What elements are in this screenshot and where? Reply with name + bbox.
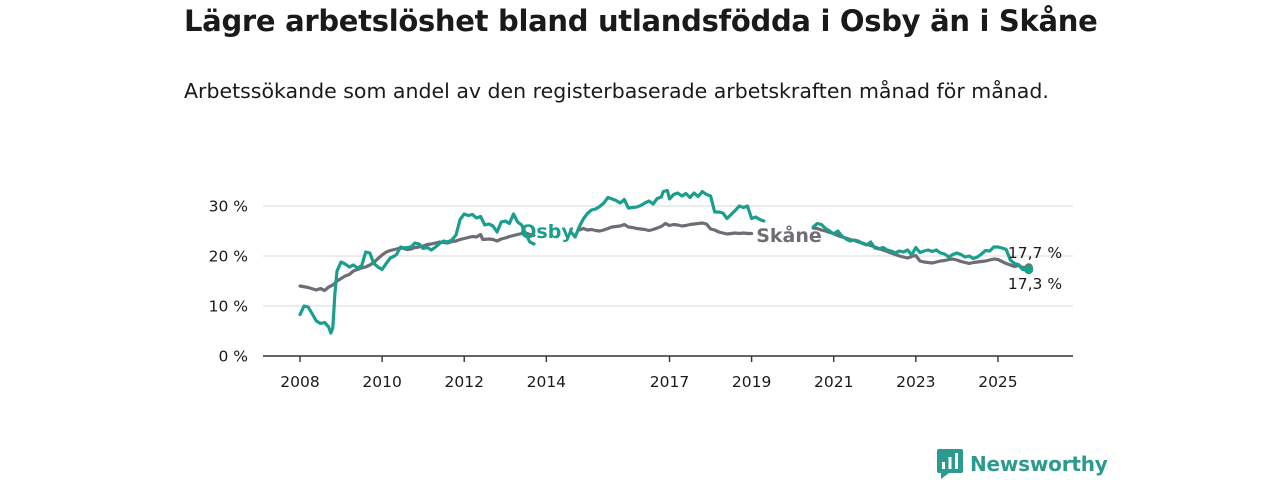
chart-title: Lägre arbetslöshet bland utlandsfödda i … — [184, 4, 1098, 38]
brand-logo: Newsworthy — [937, 448, 1108, 480]
y-tick-label: 0 % — [218, 348, 248, 366]
osby-series-line — [298, 188, 1031, 335]
osby-end-value-label: 17,3 % — [1008, 275, 1062, 293]
brand-name: Newsworthy — [970, 452, 1108, 476]
y-tick-label: 20 % — [209, 248, 248, 266]
x-tick-label: 2014 — [527, 373, 566, 391]
x-tick-label: 2017 — [650, 373, 689, 391]
skane-series-label: Skåne — [756, 223, 822, 247]
y-tick-label: 30 % — [209, 198, 248, 216]
x-tick-label: 2025 — [978, 373, 1017, 391]
x-tick-label: 2010 — [362, 373, 401, 391]
skane-end-value-label: 17,7 % — [1008, 244, 1062, 262]
y-tick-label: 10 % — [209, 298, 248, 316]
x-tick-label: 2019 — [732, 373, 771, 391]
osby-series-label: Osby — [520, 221, 574, 243]
chart-subtitle: Arbetssökande som andel av den registerb… — [184, 79, 1049, 103]
line-chart: 0 % 10 % 20 % 30 % 2008 2010 2012 2014 2017 2019 2… — [209, 188, 1073, 391]
skane-series-line — [298, 221, 1031, 293]
x-tick-label: 2021 — [814, 373, 853, 391]
x-tick-label: 2023 — [896, 373, 935, 391]
x-tick-label: 2008 — [280, 373, 319, 391]
newsworthy-logo-icon — [937, 449, 963, 479]
x-tick-label: 2012 — [444, 373, 483, 391]
osby-end-marker — [1024, 264, 1034, 275]
